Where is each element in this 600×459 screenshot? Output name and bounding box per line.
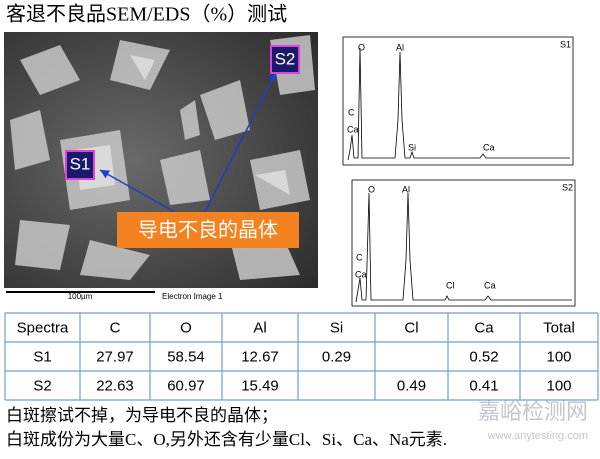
table-cell: 0.49 <box>397 377 426 394</box>
spectrum-name: S1 <box>560 39 571 49</box>
spectrum: S1 O Al C Ca Si Ca <box>342 36 574 166</box>
table-cell: Spectra <box>17 319 69 336</box>
watermark: 嘉峪检测网 <box>478 399 588 424</box>
table: Spectra C O Al Si Cl Ca Total S1 27.97 58.54 12.67 0… <box>4 312 599 401</box>
image-caption: Electron Image 1 <box>162 292 223 301</box>
table-cell: 58.54 <box>167 348 205 365</box>
table-cell: 60.97 <box>167 377 205 394</box>
table-cell: 22.63 <box>96 377 134 394</box>
sem-image: 100µm Electron Image 1 S1 S2 导电不良的晶体 <box>4 32 318 302</box>
table-cell: Al <box>253 319 266 336</box>
table-cell: 0.41 <box>469 377 498 394</box>
table-cell: C <box>110 319 121 336</box>
table-cell: S2 <box>33 377 51 394</box>
table-cell: 0.52 <box>469 348 498 365</box>
watermark-url: www.anytesting.com <box>487 430 588 442</box>
peak-label: C <box>348 107 355 117</box>
table-cell: Ca <box>474 319 494 336</box>
spectrum: S2 O Al C Ca Cl Ca <box>351 179 576 307</box>
table-cell: Cl <box>404 319 418 336</box>
peak-label: C <box>356 252 363 262</box>
note: 白斑成份为大量C、O,另外还含有少量Cl、Si、Ca、Na元素. <box>6 430 447 449</box>
scale-label: 100µm <box>68 292 93 301</box>
table-cell: 12.67 <box>241 348 279 365</box>
peak-label: Ca <box>355 269 367 279</box>
peak-label: Ca <box>347 124 359 134</box>
table-cell: 0.29 <box>322 348 351 365</box>
table-cell: O <box>180 319 192 336</box>
spectrum-name: S2 <box>562 182 573 192</box>
peak-label: Al <box>396 42 404 52</box>
note: 白斑擦试不掉，为导电不良的晶体； <box>6 406 278 425</box>
site-label: S1 <box>70 154 91 173</box>
peak-label: Al <box>402 184 410 194</box>
table-cell: S1 <box>33 348 51 365</box>
table-cell: 27.97 <box>96 348 134 365</box>
peak-label: Si <box>408 142 416 152</box>
peak-label: Cl <box>446 280 455 290</box>
title: 客退不良品SEM/EDS（%）测试 <box>6 3 287 26</box>
table-cell: 100 <box>546 348 571 365</box>
table-cell: Si <box>330 319 343 336</box>
peak-label: Ca <box>483 142 495 152</box>
peak-label: Ca <box>484 280 496 290</box>
table-cell: 100 <box>546 377 571 394</box>
table-cell: 15.49 <box>241 377 279 394</box>
peak-label: O <box>358 42 365 52</box>
table-cell: Total <box>543 319 575 336</box>
site-label: S2 <box>275 49 296 68</box>
table-bg <box>5 313 598 400</box>
peak-label: O <box>368 184 375 194</box>
callout: 导电不良的晶体 <box>138 218 278 241</box>
